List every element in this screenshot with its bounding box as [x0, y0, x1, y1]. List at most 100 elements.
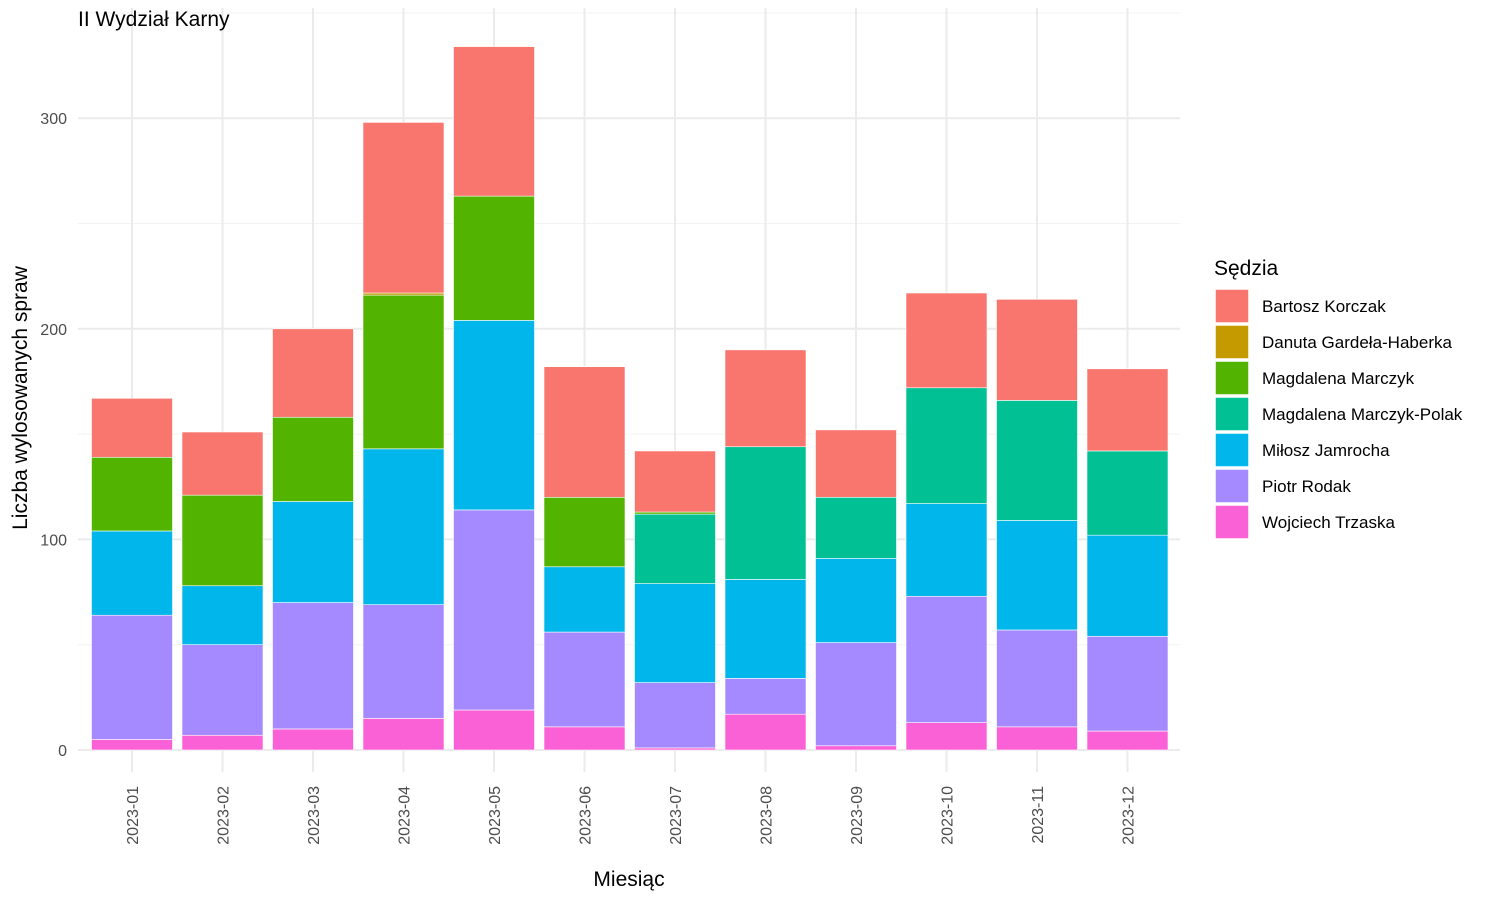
legend-swatch [1214, 360, 1250, 396]
bar-segment [543, 726, 626, 751]
bar-segment [1086, 635, 1169, 732]
legend-swatch [1214, 432, 1250, 468]
bar-segment [181, 644, 264, 736]
legend-swatch [1214, 504, 1250, 540]
bar-segment [1086, 730, 1169, 751]
bar-segment [634, 511, 716, 515]
bar-segment [634, 513, 716, 584]
bar-segment [1086, 534, 1169, 637]
y-tick-label: 200 [40, 322, 67, 339]
bar-segment [181, 734, 264, 751]
bar-segment [91, 397, 173, 458]
bar-segment [91, 456, 173, 532]
legend: Sędzia Bartosz Korczak Danuta Gardeła-Hab… [1214, 257, 1463, 540]
bar-segment [724, 713, 807, 751]
x-tick-label: 2023-01 [125, 786, 142, 845]
bar-segment [634, 682, 716, 749]
bar-segment [543, 366, 626, 498]
bar-segment [272, 728, 354, 751]
bar-segment [272, 501, 354, 603]
x-axis-title: Miesiąc [593, 868, 664, 891]
x-tick-label: 2023-12 [1121, 786, 1138, 845]
bar-segment [272, 416, 354, 502]
bar-segment [724, 579, 807, 679]
legend-title: Sędzia [1214, 257, 1279, 280]
bar-segment [1086, 450, 1169, 536]
bar-segment [996, 726, 1078, 751]
bar-segment [181, 494, 264, 587]
x-axis-ticks: 2023-01 2023-02 2023-03 2023-04 2023-05 2023-… [125, 786, 1138, 845]
bar-segment [181, 431, 264, 496]
x-tick-label: 2023-11 [1030, 786, 1047, 844]
bar-segment [815, 558, 897, 643]
x-tick-label: 2023-05 [487, 786, 504, 845]
bar-segment [91, 530, 173, 616]
bar-segment [453, 195, 535, 321]
bar-segment [91, 739, 173, 751]
legend-label: Wojciech Trzaska [1262, 513, 1395, 532]
bar-segment [996, 299, 1078, 401]
legend-label: Piotr Rodak [1262, 477, 1351, 496]
bar-segment [272, 328, 354, 418]
bar-segment [815, 642, 897, 747]
y-tick-label: 0 [58, 743, 67, 760]
bar-segment [815, 429, 897, 498]
bar-segment [905, 595, 988, 723]
bar-segment [181, 585, 264, 645]
legend-label: Magdalena Marczyk-Polak [1262, 405, 1463, 424]
bar-segment [543, 496, 626, 568]
legend-swatch [1214, 288, 1250, 324]
bar-segment [453, 509, 535, 711]
y-axis-title: Liczba wylosowanych spraw [9, 265, 32, 530]
bar-segment [815, 745, 897, 751]
bar-segment [362, 292, 445, 296]
x-tick-label: 2023-03 [306, 786, 323, 845]
bar-segment [905, 722, 988, 751]
bar-segment [543, 566, 626, 633]
x-tick-label: 2023-02 [216, 786, 233, 845]
bar-segment [996, 629, 1078, 728]
bar-segment [815, 496, 897, 559]
y-tick-label: 300 [40, 111, 67, 128]
bar-segment [634, 450, 716, 513]
bar-segment [905, 503, 988, 597]
bar-segment [362, 294, 445, 450]
x-tick-label: 2023-07 [668, 786, 685, 845]
bar-segment [362, 122, 445, 294]
legend-label: Miłosz Jamrocha [1262, 441, 1390, 460]
bar-segment [362, 604, 445, 719]
bar-segment [724, 446, 807, 580]
bar-segment [634, 747, 716, 751]
bar-segment [634, 583, 716, 683]
bar-segment [1086, 368, 1169, 452]
bar-segment [724, 678, 807, 715]
bar-segment [453, 46, 535, 197]
bar-segment [453, 709, 535, 751]
y-tick-label: 100 [40, 532, 67, 549]
bar-segment [905, 387, 988, 504]
legend-swatch [1214, 468, 1250, 504]
legend-label: Magdalena Marczyk [1262, 369, 1415, 388]
bar-segment [362, 448, 445, 605]
legend-swatch [1214, 396, 1250, 432]
legend-swatch [1214, 324, 1250, 360]
legend-label: Danuta Gardeła-Haberka [1262, 333, 1452, 352]
bar-segment [272, 602, 354, 730]
legend-label: Bartosz Korczak [1262, 297, 1386, 316]
bar-segment [996, 520, 1078, 631]
bar-segment [362, 718, 445, 751]
chart-title: II Wydział Karny [78, 8, 230, 31]
x-tick-label: 2023-09 [849, 786, 866, 845]
x-tick-label: 2023-08 [759, 786, 776, 845]
bar-segment [453, 320, 535, 511]
bar-segment [905, 292, 988, 389]
bars [91, 46, 1169, 751]
bar-segment [724, 349, 807, 448]
bar-segment [996, 400, 1078, 521]
x-tick-label: 2023-04 [397, 786, 414, 845]
bar-segment [91, 614, 173, 740]
x-tick-label: 2023-06 [578, 786, 595, 845]
bar-segment [543, 631, 626, 728]
y-axis-ticks: 0 100 200 300 [40, 111, 67, 760]
